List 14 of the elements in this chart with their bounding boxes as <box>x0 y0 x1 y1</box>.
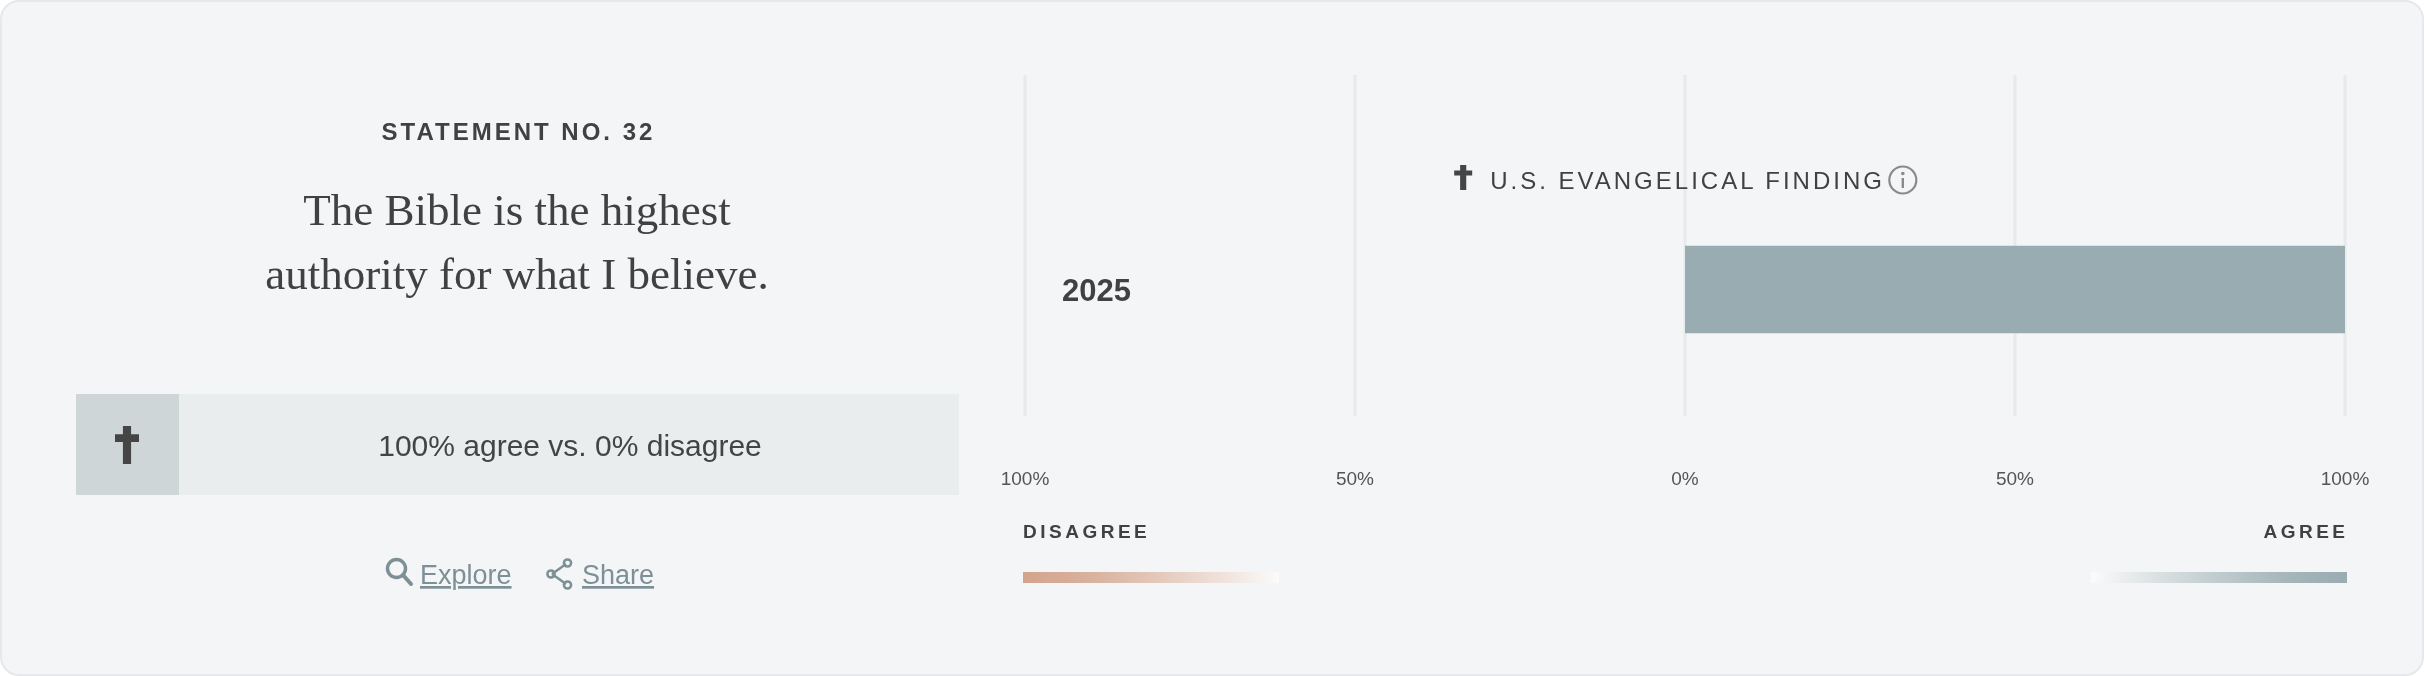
text: Explore <box>420 560 512 590</box>
text: STATEMENT NO. 32 <box>381 118 656 145</box>
text: AGREE <box>2263 521 2349 542</box>
text: The Bible is the highest authority for what I believe. <box>265 185 769 299</box>
text: DISAGREE <box>1023 521 1151 542</box>
x-tick-label: 0% <box>1671 468 1699 489</box>
x-tick-label: 100% <box>2320 468 2370 489</box>
x-tick-label: 50% <box>1995 468 2035 489</box>
y-tick-label: 2025 <box>1062 272 1131 308</box>
text: Share <box>582 560 655 590</box>
text: 100% agree vs. 0% disagree <box>378 429 762 462</box>
text: U.S. EVANGELICAL FINDING <box>1490 167 1885 194</box>
x-tick-label: 100% <box>1000 468 1050 489</box>
x-tick-label: 50% <box>1335 468 1375 489</box>
